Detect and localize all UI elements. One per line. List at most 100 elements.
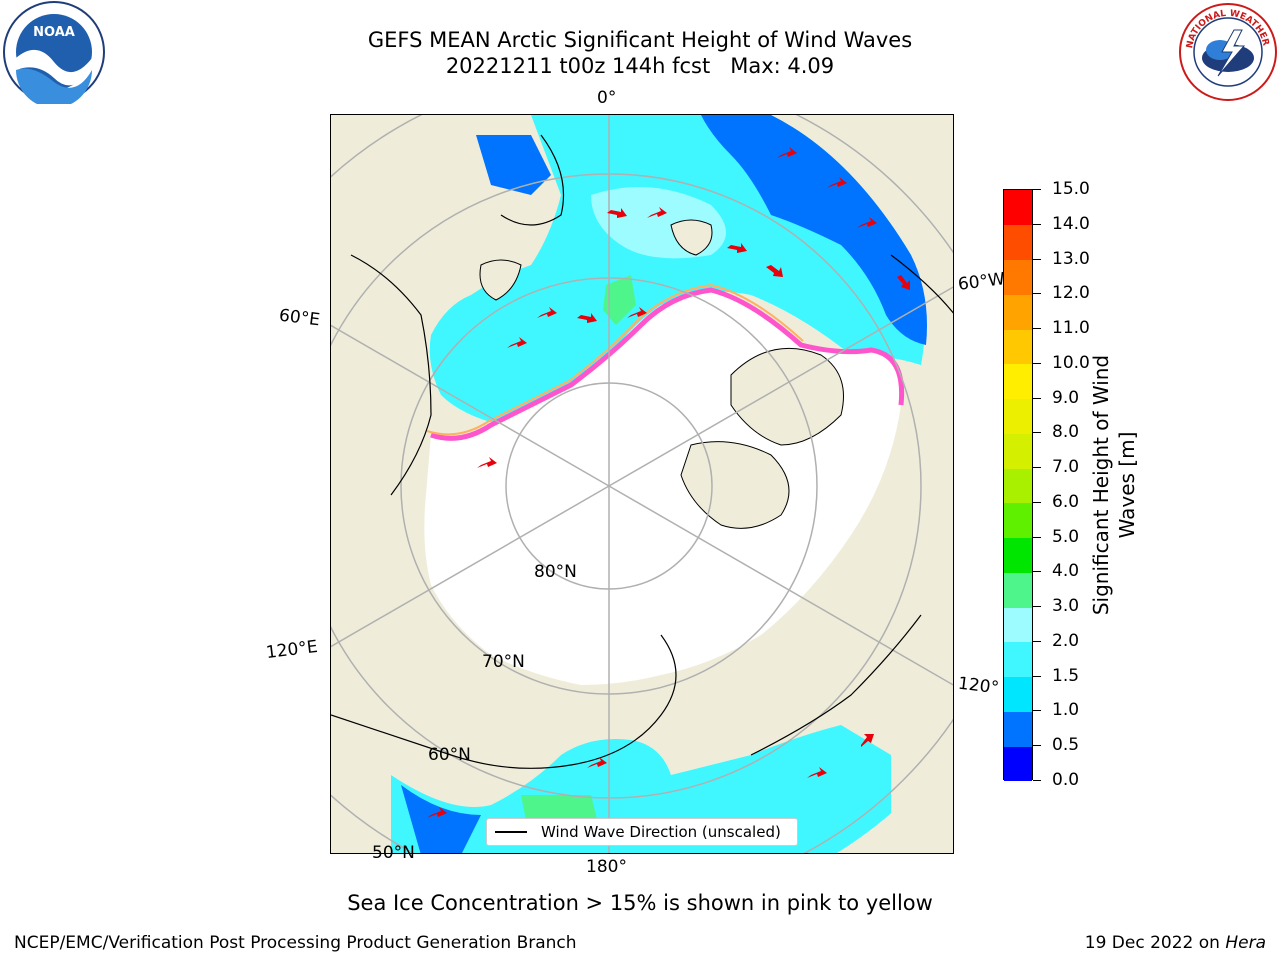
meridian-120w (608, 485, 953, 686)
colorbar-segment (1004, 537, 1032, 573)
wave-arrow (777, 147, 797, 158)
colorbar-tick (1033, 362, 1041, 364)
colorbar-tick-label: 14.0 (1052, 213, 1090, 234)
novaya-zemlya-land (479, 259, 522, 301)
lon-label-60w: 60°W (956, 269, 1006, 295)
colorbar-segment (1004, 329, 1032, 365)
lat-label-80n: 80°N (534, 562, 577, 582)
colorbar-tick-label: 12.0 (1052, 283, 1090, 304)
wave-arrow (857, 217, 877, 228)
colorbar-tick (1033, 258, 1041, 260)
colorbar-tick (1033, 432, 1041, 434)
wave-arrow (827, 177, 847, 188)
wave-arrow (766, 265, 783, 277)
colorbar-tick-label: 11.0 (1052, 318, 1090, 339)
lat-label-60n: 60°N (428, 745, 471, 765)
noaa-logo-icon: NOAA (3, 1, 105, 104)
wave-arrow (861, 734, 874, 747)
lon-label-60e: 60°E (277, 305, 321, 331)
colorbar-label: Significant Height of Wind Waves [m] (1088, 355, 1140, 615)
sea-ice-note: Sea Ice Concentration > 15% is shown in … (347, 891, 933, 915)
chart-subtitle-forecast: 20221211 t00z 144h fcst Max: 4.09 (445, 54, 835, 78)
footer-org: NCEP/EMC/Verification Post Processing Pr… (14, 933, 577, 953)
colorbar-segment (1004, 572, 1032, 608)
colorbar-segment (1004, 398, 1032, 434)
colorbar-tick-label: 0.5 (1052, 735, 1080, 756)
colorbar-segment (1004, 746, 1032, 782)
wave-field-blue-nw (476, 135, 551, 195)
colorbar-segment (1004, 363, 1032, 400)
wave-arrow (507, 337, 527, 348)
noaa-logo-text: NOAA (33, 25, 75, 40)
wave-arrow (537, 307, 557, 318)
wave-arrow (607, 208, 627, 218)
legend-line-icon (495, 831, 527, 833)
map-canvas (331, 115, 953, 853)
colorbar-tick (1033, 640, 1041, 642)
colorbar-tick (1033, 501, 1041, 503)
colorbar-tick (1033, 397, 1041, 399)
colorbar-tick-label: 3.0 (1052, 596, 1080, 617)
map-legend: Wind Wave Direction (unscaled) (486, 818, 798, 846)
colorbar-segment (1004, 676, 1032, 712)
colorbar-tick-label: 10.0 (1052, 352, 1090, 373)
meridian-60w (608, 286, 953, 487)
wave-field-blue (701, 115, 927, 345)
nws-logo-icon: NATIONAL WEATHER SERVICE (1178, 2, 1277, 101)
lon-label-120e: 120°E (264, 636, 319, 664)
colorbar-segment (1004, 502, 1032, 539)
colorbar-segment (1004, 259, 1032, 295)
colorbar-tick (1033, 223, 1041, 225)
legend-label: Wind Wave Direction (unscaled) (541, 823, 781, 841)
colorbar-tick (1033, 675, 1041, 677)
colorbar-segment (1004, 190, 1032, 226)
meridian-60e (331, 324, 610, 487)
lon-label-0: 0° (597, 88, 617, 108)
colorbar-segment (1004, 468, 1032, 504)
wave-arrow (627, 307, 647, 318)
footer-date: 19 Dec 2022 on Hera (1085, 933, 1266, 953)
wave-field-pacific-blue (401, 785, 481, 853)
colorbar-tick-label: 6.0 (1052, 491, 1080, 512)
chart-title: GEFS MEAN Arctic Significant Height of W… (367, 28, 913, 52)
colorbar-tick-label: 13.0 (1052, 248, 1090, 269)
wave-arrow (727, 243, 747, 253)
colorbar-tick-label: 15.0 (1052, 179, 1090, 199)
colorbar-segment (1004, 224, 1032, 260)
wave-arrow (807, 767, 827, 778)
wave-arrow (587, 757, 607, 768)
sea-ice-edge-outer (426, 283, 804, 436)
meridian-120e (331, 485, 610, 648)
colorbar-tick-label: 1.0 (1052, 700, 1080, 721)
colorbar-label-line2: Waves [m] (1115, 431, 1139, 539)
footer-date-text: 19 Dec 2022 on (1084, 933, 1226, 953)
colorbar-tick (1033, 745, 1041, 747)
colorbar-tick-label: 4.0 (1052, 561, 1080, 582)
lon-label-180: 180° (586, 857, 627, 877)
wave-arrow (897, 275, 910, 290)
graticule (331, 115, 953, 853)
canadian-archipelago-land (680, 441, 790, 529)
lon-label-120w: 120° (956, 673, 1001, 699)
wave-field-green-patch (603, 275, 636, 325)
wind-wave-arrows (427, 147, 910, 818)
colorbar-tick (1033, 328, 1041, 330)
colorbar-tick (1033, 606, 1041, 608)
wave-arrow (577, 313, 597, 323)
colorbar-tick (1033, 189, 1041, 190)
colorbar-tick-label: 9.0 (1052, 387, 1080, 408)
colorbar-tick-label: 0.0 (1052, 770, 1080, 790)
colorbar-tick-label: 7.0 (1052, 457, 1080, 478)
colorbar (1003, 189, 1033, 782)
colorbar-segment (1004, 641, 1032, 678)
arctic-polar-map (330, 114, 954, 854)
colorbar-tick-label: 8.0 (1052, 422, 1080, 443)
colorbar-tick (1033, 780, 1041, 781)
svalbard-land (670, 219, 713, 256)
colorbar-tick (1033, 536, 1041, 538)
colorbar-tick (1033, 710, 1041, 712)
coastlines (331, 134, 953, 769)
colorbar-tick-label: 5.0 (1052, 526, 1080, 547)
sea-ice-edge (430, 287, 905, 441)
colorbar-tick-label: 2.0 (1052, 630, 1080, 651)
